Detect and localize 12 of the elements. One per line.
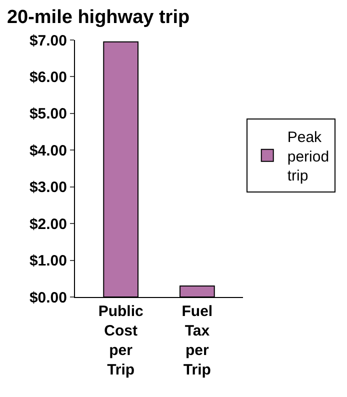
y-tick-label: $1.00: [29, 252, 67, 270]
y-tick-label: $7.00: [29, 32, 67, 50]
y-tick-label: $5.00: [29, 106, 67, 123]
y-tick-label: $2.00: [29, 216, 67, 233]
chart-title: 20-mile highway trip: [6, 7, 190, 28]
y-tick-label: $0.00: [29, 289, 67, 306]
legend-label: Peak period trip: [287, 128, 330, 185]
y-tick-label: $4.00: [29, 142, 67, 160]
y-tick-label: $6.00: [29, 68, 67, 86]
x-tick-label: Public Cost per Trip: [98, 303, 144, 378]
x-tick-label: Fuel Tax per Trip: [182, 303, 213, 378]
y-tick-label: $3.00: [29, 179, 67, 196]
